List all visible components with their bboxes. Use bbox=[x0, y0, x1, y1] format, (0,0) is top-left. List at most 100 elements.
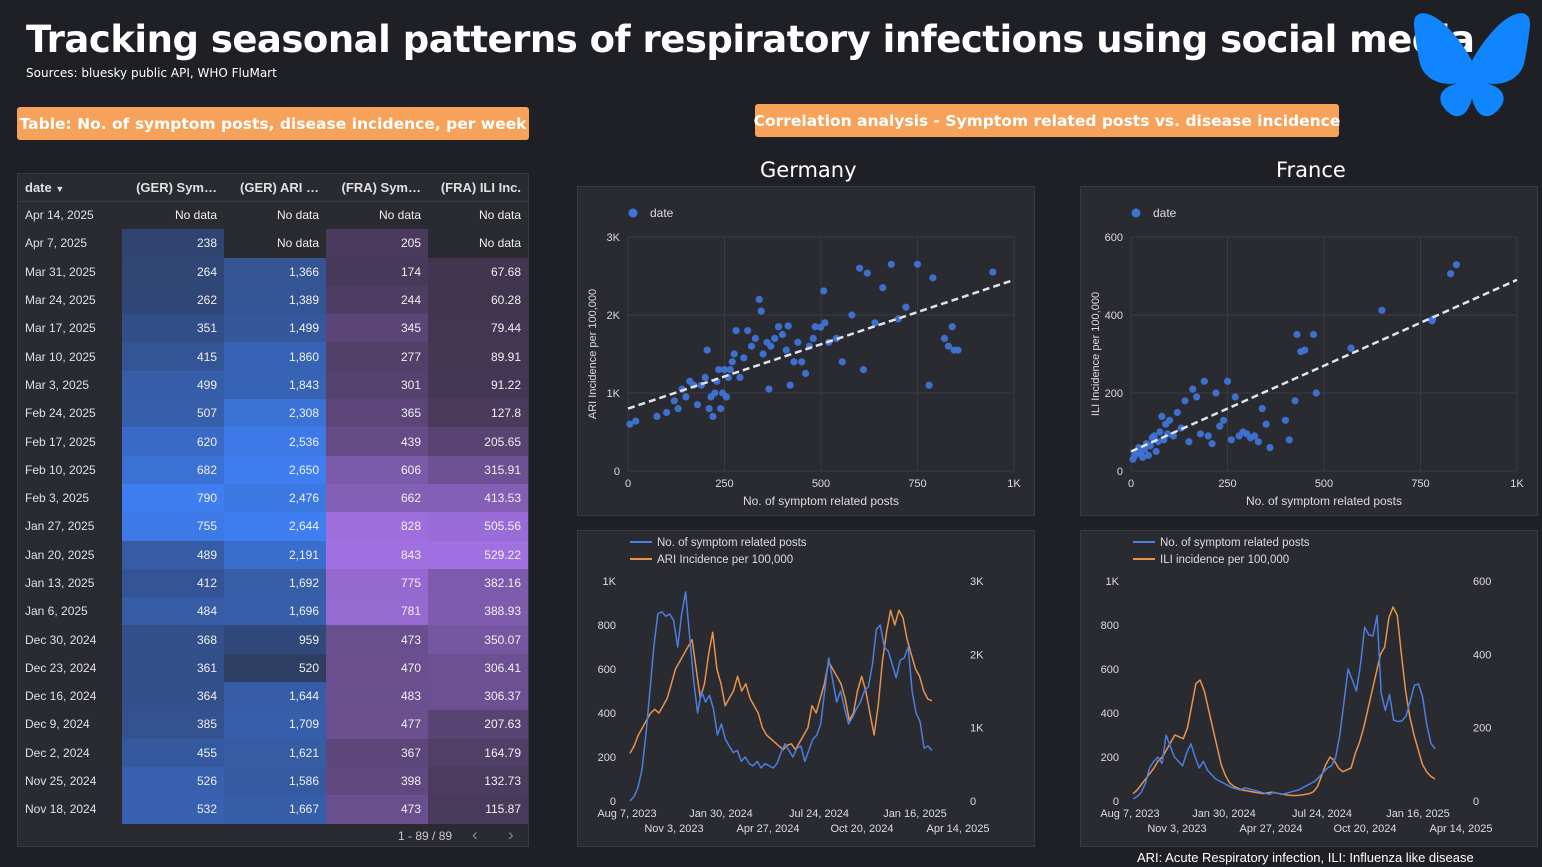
table-cell-value: 2,650 bbox=[224, 455, 326, 484]
next-page-icon[interactable]: › bbox=[508, 825, 514, 844]
scatter-point bbox=[747, 342, 756, 350]
fra-timeseries-chart: No. of symptom related posts ILI incidenc… bbox=[1100, 537, 1492, 835]
scatter-point bbox=[879, 284, 887, 292]
x-tick-label: Oct 20, 2024 bbox=[1334, 823, 1397, 835]
incidence-series-line bbox=[629, 609, 933, 754]
table-cell-value: 207.63 bbox=[428, 710, 528, 739]
table-cell-value: 959 bbox=[224, 625, 326, 654]
ger-scatter-panel: date 0 1K 2K 3K 0 250 500 750 1K No. of symptom re… bbox=[577, 186, 1035, 516]
column-header-ger-ari[interactable]: (GER) ARI … bbox=[224, 174, 326, 202]
scatter-point bbox=[948, 323, 956, 331]
table-cell-value: 483 bbox=[326, 682, 428, 711]
y-tick-label: 200 bbox=[1105, 388, 1123, 400]
table-cell-value: 828 bbox=[326, 512, 428, 541]
table-cell-value: 132.73 bbox=[428, 766, 528, 796]
scatter-point bbox=[1196, 430, 1205, 438]
table-cell-value: 455 bbox=[122, 738, 224, 767]
scatter-point bbox=[1156, 428, 1164, 436]
scatter-point bbox=[1250, 432, 1259, 440]
table-cell-value: 2,476 bbox=[224, 483, 326, 513]
y-tick-label: 0 bbox=[1117, 466, 1123, 478]
table-row: Dec 9, 2024 385 1,709 477 207.63 bbox=[18, 710, 528, 739]
table-cell-value: 2,644 bbox=[224, 512, 326, 541]
posts-series-line bbox=[1132, 614, 1436, 800]
column-header-date[interactable]: date ▼ bbox=[18, 174, 122, 202]
scatter-point bbox=[871, 319, 879, 327]
germany-heading: Germany bbox=[760, 158, 857, 182]
scatter-point bbox=[859, 366, 868, 374]
right-y-tick-label: 3K bbox=[970, 576, 984, 588]
scatter-point bbox=[1291, 397, 1299, 405]
sort-desc-icon[interactable]: ▼ bbox=[55, 183, 65, 194]
column-header-fra-symptoms[interactable]: (FRA) Sym… bbox=[326, 174, 428, 202]
scatter-point bbox=[887, 260, 895, 268]
scatter-point bbox=[929, 274, 937, 282]
table-cell-value: 415 bbox=[122, 342, 224, 371]
scatter-point bbox=[794, 338, 802, 346]
x-tick-label: Jul 24, 2024 bbox=[789, 808, 849, 820]
table-cell-value: 662 bbox=[326, 483, 428, 513]
table-row: Dec 30, 2024 368 959 473 350.07 bbox=[18, 625, 528, 654]
scatter-point bbox=[751, 334, 759, 342]
scatter-point bbox=[798, 358, 806, 366]
table-cell-value: No data bbox=[174, 208, 217, 223]
scatter-point bbox=[1216, 422, 1224, 430]
scatter-point bbox=[1140, 445, 1149, 454]
scatter-point bbox=[1301, 346, 1309, 354]
y-tick-label: 400 bbox=[1105, 310, 1123, 322]
x-tick-label: 0 bbox=[1128, 478, 1134, 490]
fra-scatter-panel: date 0 200 400 600 0 250 500 750 1K No. of symptom… bbox=[1080, 186, 1538, 516]
table-cell-value: 277 bbox=[326, 342, 428, 371]
scatter-point bbox=[925, 381, 933, 389]
table-cell-value: 843 bbox=[326, 540, 428, 569]
table-cell-value: 364 bbox=[122, 682, 224, 711]
scatter-point bbox=[784, 322, 792, 330]
table-cell-value: 315.91 bbox=[428, 455, 528, 484]
scatter-point bbox=[1285, 436, 1293, 444]
trendline bbox=[1130, 278, 1518, 453]
table-cell-date: Feb 10, 2025 bbox=[25, 462, 96, 477]
table-row: Apr 7, 2025 238 No data 205 No data bbox=[18, 229, 528, 258]
column-header-ger-symptoms[interactable]: (GER) Sym… bbox=[122, 174, 224, 202]
scatter-point bbox=[1166, 416, 1174, 424]
scatter-point bbox=[1347, 344, 1355, 352]
table-cell-value: 388.93 bbox=[428, 597, 528, 626]
scatter-point bbox=[709, 412, 717, 420]
scatter-point bbox=[1193, 393, 1201, 401]
table-cell-value: 1,667 bbox=[224, 795, 326, 824]
table-row: Feb 24, 2025 507 2,308 365 127.8 bbox=[18, 399, 528, 428]
table-cell-date: Dec 16, 2024 bbox=[25, 689, 97, 704]
scatter-point bbox=[944, 342, 952, 350]
legend-marker bbox=[1131, 208, 1141, 218]
left-y-tick-label: 200 bbox=[1101, 752, 1119, 764]
table-cell-date: Dec 2, 2024 bbox=[25, 745, 90, 760]
x-axis-label: No. of symptom related posts bbox=[743, 494, 899, 508]
right-y-tick-label: 1K bbox=[970, 723, 984, 735]
abbreviation-footnote: ARI: Acute Respiratory infection, ILI: I… bbox=[1137, 850, 1474, 865]
table-cell-date: Dec 30, 2024 bbox=[25, 632, 97, 647]
scatter-point bbox=[913, 260, 922, 268]
posts-series-line bbox=[629, 591, 933, 802]
scatter-point bbox=[1204, 432, 1212, 440]
x-tick-label: Apr 27, 2024 bbox=[737, 823, 800, 835]
prev-page-icon[interactable]: ‹ bbox=[472, 825, 478, 844]
x-tick-label: 1K bbox=[1007, 478, 1021, 490]
scatter-point bbox=[1208, 440, 1216, 448]
table-row: Nov 25, 2024 526 1,586 398 132.73 bbox=[18, 766, 528, 796]
scatter-point bbox=[1258, 405, 1266, 413]
table-cell-date: Mar 3, 2025 bbox=[25, 377, 90, 392]
table-cell-value: 1,586 bbox=[224, 766, 326, 796]
table-section-header: Table: No. of symptom posts, disease inc… bbox=[17, 107, 529, 140]
table-row: Feb 3, 2025 790 2,476 662 413.53 bbox=[18, 483, 528, 513]
scatter-point bbox=[902, 303, 910, 311]
scatter-point bbox=[1189, 385, 1197, 393]
table-cell-value: 115.87 bbox=[428, 795, 528, 824]
scatter-point bbox=[755, 295, 763, 303]
table-cell-value: 1,621 bbox=[224, 738, 326, 767]
x-tick-label: Apr 27, 2024 bbox=[1240, 823, 1303, 835]
sources-text: Sources: bluesky public API, WHO FluMart bbox=[26, 66, 277, 80]
right-y-tick-label: 0 bbox=[1473, 796, 1479, 808]
table-cell-value: 620 bbox=[122, 427, 224, 456]
table-cell-date: Mar 24, 2025 bbox=[25, 293, 96, 308]
column-header-fra-ili[interactable]: (FRA) ILI Inc. bbox=[428, 174, 528, 202]
